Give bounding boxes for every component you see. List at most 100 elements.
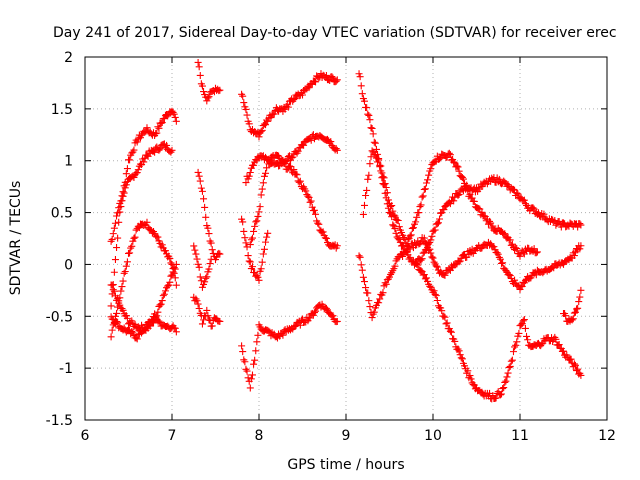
data-point [239, 348, 247, 356]
data-point [402, 248, 410, 256]
data-point [255, 208, 263, 216]
data-point [421, 185, 429, 193]
data-point [322, 234, 330, 242]
data-point [466, 372, 474, 380]
data-point [119, 277, 127, 285]
data-point [193, 255, 201, 263]
data-point [368, 125, 376, 133]
data-point [576, 220, 584, 228]
data-point [382, 280, 390, 288]
data-point [388, 202, 396, 210]
data-point [239, 92, 247, 100]
data-point [128, 327, 136, 335]
data-point [131, 233, 139, 241]
data-point [130, 146, 138, 154]
data-point [109, 286, 117, 294]
data-point [440, 312, 448, 320]
data-point [437, 209, 445, 217]
data-point [573, 305, 581, 313]
y-tick-label: 1.5 [51, 102, 73, 118]
data-point [521, 324, 529, 332]
data-point [436, 155, 444, 163]
data-point [562, 312, 570, 320]
data-point [440, 206, 448, 214]
data-point [368, 147, 376, 155]
data-point [406, 232, 414, 240]
data-point [486, 217, 494, 225]
data-point [206, 260, 214, 268]
data-point [333, 242, 341, 250]
data-point [364, 175, 372, 183]
data-point [208, 246, 216, 254]
data-point [246, 384, 254, 392]
data-point [251, 222, 259, 230]
y-tick-label: -0.5 [46, 309, 73, 325]
data-point [256, 203, 264, 211]
data-point [109, 230, 117, 238]
data-point [172, 281, 180, 289]
data-point [168, 146, 176, 154]
data-point [386, 209, 393, 217]
data-point [366, 160, 374, 168]
data-point [489, 222, 497, 230]
data-point [208, 322, 216, 330]
data-point [418, 255, 426, 263]
data-point [248, 263, 256, 271]
data-point [375, 299, 383, 307]
data-point [520, 196, 528, 204]
data-point [128, 242, 136, 250]
data-point [194, 58, 202, 66]
data-point [255, 133, 263, 141]
data-point [198, 187, 206, 195]
data-point [429, 254, 437, 262]
data-point [262, 169, 270, 177]
data-point [242, 105, 250, 113]
data-point [197, 184, 205, 192]
data-point [366, 303, 374, 311]
data-point [511, 276, 519, 284]
data-point [122, 170, 130, 178]
chart-title: Day 241 of 2017, Sidereal Day-to-day VTE… [53, 25, 617, 41]
data-point [201, 203, 209, 211]
data-point [247, 375, 255, 383]
data-point [505, 270, 513, 278]
data-point [157, 119, 165, 127]
data-point [333, 146, 341, 154]
data-point [438, 307, 446, 315]
data-point [163, 141, 171, 149]
data-point [533, 248, 541, 256]
data-point [356, 253, 364, 261]
data-point [193, 297, 201, 305]
data-point [406, 245, 414, 253]
data-point [461, 362, 469, 370]
data-point [384, 196, 392, 204]
data-point [496, 391, 504, 399]
data-point [380, 174, 388, 182]
data-point [422, 274, 430, 282]
data-point [391, 262, 399, 270]
data-point [155, 317, 163, 325]
data-point [365, 297, 373, 305]
data-point [381, 180, 389, 188]
data-point [312, 78, 320, 86]
data-point [509, 185, 517, 193]
data-point [203, 306, 211, 314]
data-point [123, 314, 131, 322]
data-point [555, 341, 563, 349]
data-point [134, 331, 142, 339]
data-point [498, 259, 506, 267]
data-point [420, 234, 428, 242]
data-point [363, 186, 371, 194]
data-point [216, 86, 224, 94]
data-point [194, 168, 202, 176]
data-point [518, 282, 526, 290]
data-point [171, 113, 179, 121]
data-point [242, 179, 250, 187]
x-tick-label: 11 [511, 428, 529, 444]
data-point [446, 327, 454, 335]
data-point [422, 240, 430, 248]
data-point [307, 197, 315, 205]
data-point [571, 361, 579, 369]
data-point [498, 390, 506, 398]
data-point [290, 96, 298, 104]
